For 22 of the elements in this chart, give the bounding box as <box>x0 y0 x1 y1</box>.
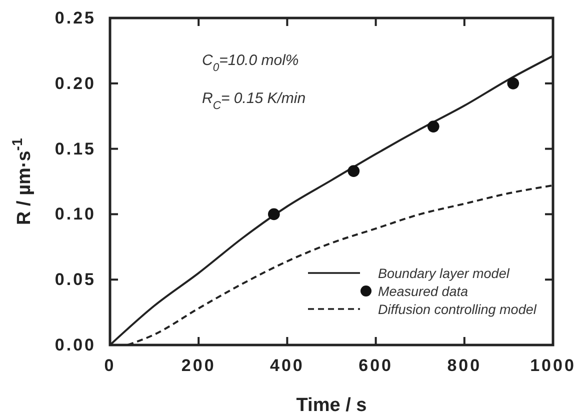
y-tick-label: 0.05 <box>54 270 96 290</box>
point <box>507 77 520 90</box>
y-tick-label: 0.10 <box>54 204 96 224</box>
point <box>427 120 440 132</box>
annotation: R$_{C}$= 0.15 K/min <box>202 90 306 112</box>
annotation: C$_{0}$=10.0 mol% <box>202 52 299 74</box>
x-tick-label: 800 <box>447 356 482 376</box>
x-tick-label: 1000 <box>530 356 576 376</box>
y-tick-label: 0.20 <box>54 74 96 93</box>
legend-label: Boundary layer model <box>378 266 510 281</box>
x-tick-label: 400 <box>270 356 304 376</box>
y-tick-label: 0.25 <box>54 8 96 28</box>
x-tick-label: 0 <box>104 356 116 376</box>
x-tick-label: 200 <box>181 356 216 376</box>
y-tick-label: 0.00 <box>54 335 96 354</box>
legend-label: Diffusion controlling model <box>378 302 538 317</box>
legend-label: Measured data <box>378 284 469 299</box>
x-axis-title: Time / s <box>296 395 367 416</box>
point <box>348 165 360 177</box>
point <box>268 208 280 220</box>
x-tick-label: 600 <box>358 356 393 376</box>
y-tick-label: 0.15 <box>54 139 96 158</box>
